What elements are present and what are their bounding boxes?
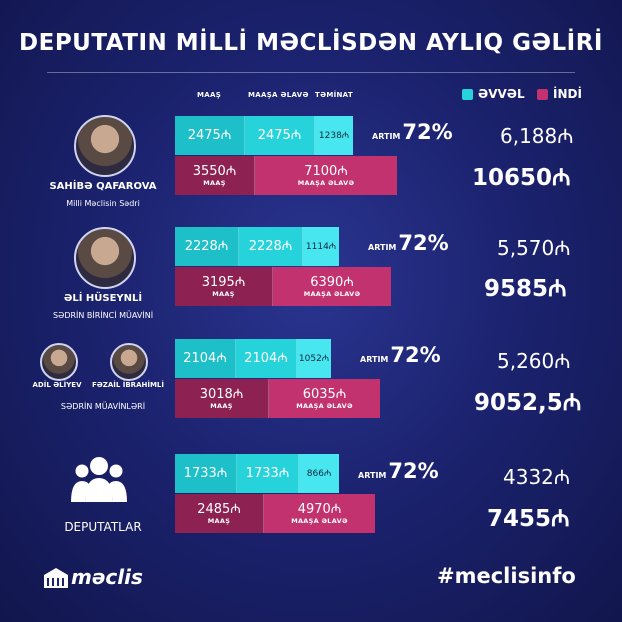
increase-label: ARTIM 72% <box>372 120 453 144</box>
avatar-fezail-ibrahimli <box>110 343 148 381</box>
before-total: 4332₼ <box>503 465 571 489</box>
title-divider <box>47 72 575 73</box>
person-name: ƏLİ HÜSEYNLİ <box>63 293 143 304</box>
header-teminat: TƏMİNAT <box>315 91 353 99</box>
brand-name: məclis <box>71 565 143 589</box>
after-total: 9052,5₼ <box>474 390 582 416</box>
chart-title: DEPUTATIN MİLLİ MƏCLİSDƏN AYLIQ GƏLİRİ <box>19 30 603 56</box>
bar-segment-maas-new: 3018₼ MAAŞ <box>175 379 269 418</box>
bar-segment-teminat: 1052₼ <box>297 339 331 378</box>
legend-indi-swatch <box>537 88 548 100</box>
bar-segment-maas-new: 3195₼ MAAŞ <box>175 267 273 306</box>
person-name: SAHİBƏ QAFAROVA <box>49 181 157 192</box>
bar-segment-teminat: 866₼ <box>299 454 339 493</box>
before-total: 5,570₼ <box>497 236 571 260</box>
after-bar: 3018₼ MAAŞ 6035₼ MAAŞA ƏLAVƏ <box>175 379 380 418</box>
legend-indi: İNDİ <box>537 87 582 101</box>
bar-segment-maas: 2104₼ <box>175 339 236 378</box>
before-bar: 2475₼ 2475₼ 1238₼ <box>175 116 353 155</box>
before-bar: 2104₼ 2104₼ 1052₼ <box>175 339 331 378</box>
person-name: ADİL ƏLİYEV <box>32 381 82 389</box>
header-maasa-elave: MAAŞA ƏLAVƏ <box>248 91 309 99</box>
brand-logo: məclis <box>43 565 143 589</box>
row-deputatlar: DEPUTATLAR 1733₼ 1733₼ 866₼ 2485₼ MAAŞ 49… <box>0 448 622 558</box>
row-sahibe-qafarova: SAHİBƏ QAFAROVA Milli Məclisin Sədri 247… <box>0 110 622 220</box>
people-icon <box>71 457 127 502</box>
bar-segment-maasa-elave: 2475₼ <box>245 116 315 155</box>
bar-segment-maasa-elave-new: 7100₼ MAAŞA ƏLAVƏ <box>255 156 397 195</box>
before-total: 5,260₼ <box>497 349 571 373</box>
person-name: FƏZAİL İBRAHİMLİ <box>92 381 164 389</box>
after-bar: 3195₼ MAAŞ 6390₼ MAAŞA ƏLAVƏ <box>175 267 391 306</box>
before-bar: 1733₼ 1733₼ 866₼ <box>175 454 339 493</box>
person-title: SƏDRİN BİRİNCİ MÜAVİNİ <box>52 311 154 320</box>
before-bar: 2228₼ 2228₼ 1114₼ <box>175 227 339 266</box>
row-sedrin-muavinleri: ADİL ƏLİYEV FƏZAİL İBRAHİMLİ SƏDRİN MÜAV… <box>0 335 622 445</box>
person-title: SƏDRİN MÜAVİNLƏRİ <box>60 402 146 411</box>
person-name: DEPUTATLAR <box>64 520 142 534</box>
bar-segment-maas-new: 2485₼ MAAŞ <box>175 494 264 533</box>
after-bar: 3550₼ MAAŞ 7100₼ MAAŞA ƏLAVƏ <box>175 156 397 195</box>
bar-segment-maasa-elave-new: 6035₼ MAAŞA ƏLAVƏ <box>269 379 380 418</box>
bar-segment-maasa-elave: 2228₼ <box>239 227 303 266</box>
after-total: 9585₼ <box>484 276 567 302</box>
bar-segment-maasa-elave: 2104₼ <box>236 339 297 378</box>
increase-label: ARTIM 72% <box>360 343 441 367</box>
increase-label: ARTIM 72% <box>358 459 439 483</box>
after-bar: 2485₼ MAAŞ 4970₼ MAAŞA ƏLAVƏ <box>175 494 375 533</box>
legend-evvel-swatch <box>462 88 473 100</box>
row-eli-huseynli: ƏLİ HÜSEYNLİ SƏDRİN BİRİNCİ MÜAVİNİ 2228… <box>0 222 622 332</box>
before-total: 6,188₼ <box>500 124 574 148</box>
avatar-eli-huseynli <box>74 227 136 289</box>
bar-segment-teminat: 1114₼ <box>303 227 339 266</box>
legend-evvel: ƏVVƏL <box>462 87 525 101</box>
header-maas: MAAŞ <box>197 91 222 99</box>
bar-segment-teminat: 1238₼ <box>315 116 353 155</box>
hashtag: #meclisinfo <box>437 564 576 588</box>
bar-segment-maas: 2228₼ <box>175 227 239 266</box>
parliament-building-icon <box>44 568 68 588</box>
after-total: 7455₼ <box>487 506 570 532</box>
avatar-adil-eliyev <box>40 343 78 381</box>
bar-segment-maasa-elave-new: 4970₼ MAAŞA ƏLAVƏ <box>264 494 375 533</box>
bar-segment-maas-new: 3550₼ MAAŞ <box>175 156 255 195</box>
avatar-sahibe-qafarova <box>74 115 136 177</box>
bar-segment-maasa-elave-new: 6390₼ MAAŞA ƏLAVƏ <box>273 267 391 306</box>
legend-indi-label: İNDİ <box>553 87 582 101</box>
person-title: Milli Məclisin Sədri <box>66 199 140 208</box>
bar-segment-maas: 1733₼ <box>175 454 237 493</box>
after-total: 10650₼ <box>472 165 571 191</box>
increase-label: ARTIM 72% <box>368 231 449 255</box>
legend-evvel-label: ƏVVƏL <box>478 87 525 101</box>
bar-segment-maasa-elave: 1733₼ <box>237 454 299 493</box>
bar-segment-maas: 2475₼ <box>175 116 245 155</box>
